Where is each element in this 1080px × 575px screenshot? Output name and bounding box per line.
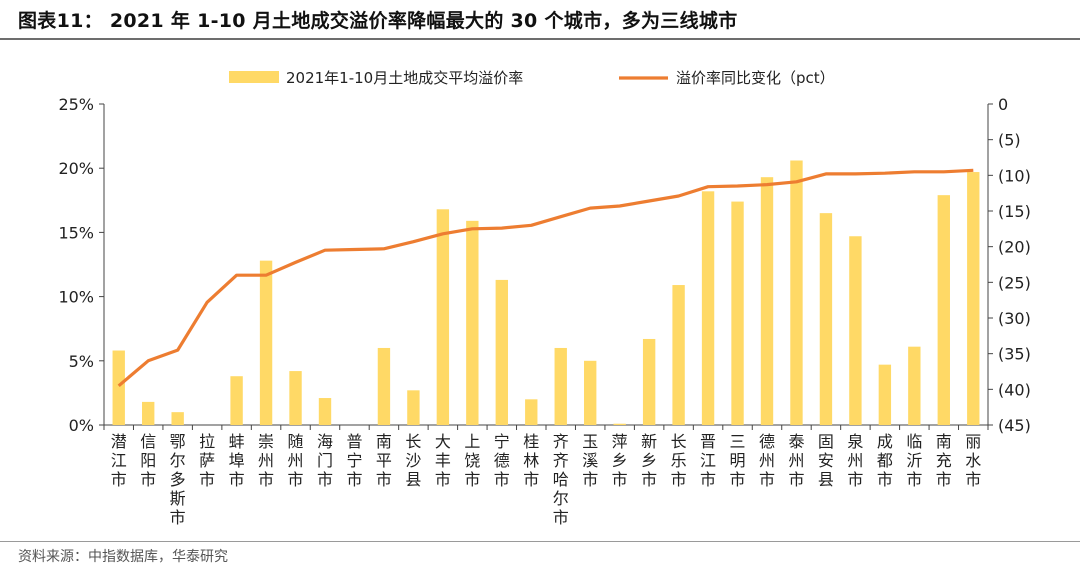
category-label: 临沂市 [906, 432, 922, 489]
right-tick-label: (10) [998, 166, 1031, 185]
bar-信阳市 [142, 401, 155, 425]
bar-泉州市 [849, 236, 862, 425]
footer-rule [0, 541, 1080, 542]
category-label: 随州市 [288, 432, 304, 489]
bar-长乐市 [672, 285, 685, 425]
right-axis: 0 (5) (10) (15) (20) (25) (30) (35) (40) (45) [987, 95, 1031, 435]
category-label: 蚌埠市 [229, 432, 245, 489]
bar-丽水市 [967, 172, 980, 425]
line-series [117, 168, 974, 388]
category-label: 崇州市 [258, 432, 274, 489]
bar-新乡市 [642, 338, 656, 425]
legend: 2021年1-10月土地成交平均溢价率 溢价率同比变化（pct） [229, 69, 835, 87]
category-label: 长沙县 [405, 432, 421, 489]
category-label: 德州市 [759, 432, 775, 489]
left-tick-label: 20% [58, 159, 94, 178]
bar-固安县 [819, 213, 833, 425]
bar-成都市 [878, 364, 892, 425]
bar-长沙县 [407, 390, 420, 425]
category-label: 新乡市 [641, 432, 657, 489]
category-label: 玉溪市 [582, 432, 598, 489]
category-label: 固安县 [818, 432, 834, 489]
category-label: 晋江市 [700, 432, 716, 489]
bar-萍乡市 [613, 423, 626, 425]
bar-三明市 [731, 201, 744, 425]
category-label: 南平市 [376, 432, 392, 489]
bar-海门市 [318, 398, 332, 425]
left-axis: 0% 5% 10% 15% 20% 25% [58, 95, 988, 435]
category-label: 海门市 [317, 432, 333, 489]
category-label: 信阳市 [140, 432, 156, 489]
right-tick-label: (30) [998, 309, 1031, 328]
category-label: 成都市 [877, 432, 893, 489]
source-note: 资料来源：中指数据库，华泰研究 [18, 549, 228, 565]
category-label: 普宁市 [346, 432, 362, 489]
category-label: 桂林市 [523, 432, 539, 489]
bar-随州市 [289, 371, 302, 425]
bar-宁德市 [495, 279, 508, 425]
bar-蚌埠市 [230, 376, 243, 425]
right-tick-label: (20) [998, 238, 1031, 257]
left-tick-label: 25% [58, 95, 94, 114]
category-label: 拉萨市 [199, 432, 215, 489]
legend-bar-label: 2021年1-10月土地成交平均溢价率 [286, 69, 523, 87]
category-label: 齐齐哈尔市 [553, 432, 569, 527]
bar-玉溪市 [584, 360, 597, 425]
right-tick-label: (35) [998, 345, 1031, 364]
category-label: 三明市 [730, 432, 746, 489]
bar-崇州市 [259, 260, 273, 425]
left-tick-label: 0% [69, 416, 94, 435]
category-label: 南充市 [936, 432, 952, 489]
legend-bar-swatch [229, 71, 279, 83]
left-tick-label: 10% [58, 288, 94, 307]
bar-上饶市 [466, 220, 479, 425]
bar-南平市 [377, 347, 391, 425]
bar-大丰市 [436, 209, 450, 425]
right-tick-label: 0 [998, 95, 1008, 114]
category-label: 鄂尔多斯市 [170, 432, 186, 527]
pct-change-line [117, 168, 974, 388]
category-label: 泰州市 [788, 432, 804, 489]
bar-桂林市 [525, 399, 538, 425]
bar-鄂尔多斯市 [171, 412, 184, 425]
bar-series [112, 160, 980, 425]
bar-潜江市 [112, 350, 125, 425]
category-label: 萍乡市 [612, 432, 628, 489]
right-tick-label: (40) [998, 380, 1031, 399]
right-tick-label: (15) [998, 202, 1031, 221]
category-label: 丽水市 [965, 432, 981, 489]
category-label: 上饶市 [464, 432, 480, 489]
bar-德州市 [760, 177, 774, 425]
category-label: 潜江市 [111, 432, 127, 489]
right-tick-label: (5) [998, 131, 1021, 150]
combo-chart: 2021年1-10月土地成交平均溢价率 溢价率同比变化（pct） 0% 5% 10% 1… [58, 69, 1031, 527]
category-label: 宁德市 [494, 432, 510, 489]
bar-泰州市 [790, 160, 803, 425]
category-label: 长乐市 [671, 432, 687, 489]
figure-title: 图表11： 2021 年 1-10 月土地成交溢价率降幅最大的 30 个城市，多… [18, 10, 738, 32]
bar-晋江市 [701, 191, 715, 425]
right-tick-label: (45) [998, 416, 1031, 435]
left-tick-label: 5% [69, 352, 94, 371]
title-rule [0, 38, 1080, 40]
bar-南充市 [937, 195, 950, 425]
right-tick-label: (25) [998, 273, 1031, 292]
category-label: 大丰市 [435, 432, 451, 489]
category-label: 泉州市 [847, 432, 863, 489]
category-labels: 潜江市信阳市鄂尔多斯市拉萨市蚌埠市崇州市随州市海门市普宁市南平市长沙县大丰市上饶… [103, 425, 989, 527]
bar-临沂市 [908, 346, 921, 425]
legend-line-label: 溢价率同比变化（pct） [676, 69, 835, 87]
bar-齐齐哈尔市 [554, 347, 567, 425]
left-tick-label: 15% [58, 223, 94, 242]
